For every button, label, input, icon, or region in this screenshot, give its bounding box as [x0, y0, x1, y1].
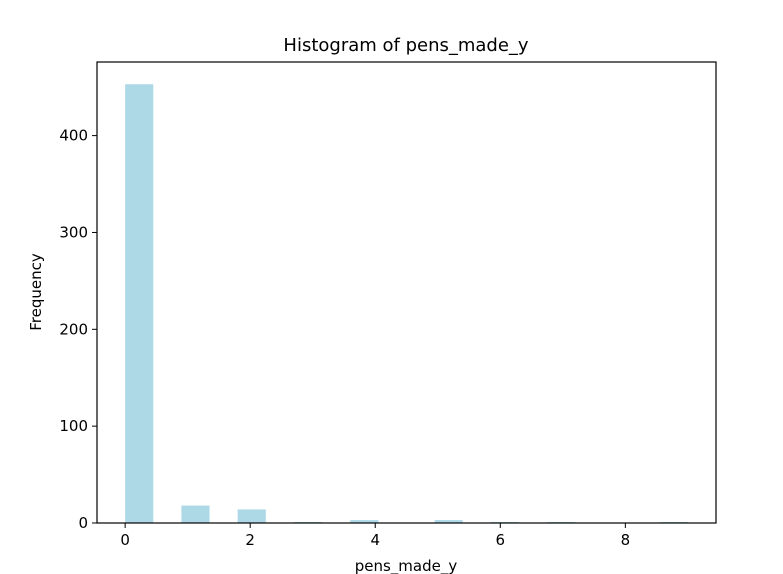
y-tick-label: 100: [59, 417, 88, 435]
histogram-bar: [125, 84, 154, 523]
y-tick-label: 0: [78, 514, 88, 532]
y-axis-ticks: 0 100 200 300 400: [59, 127, 97, 532]
y-axis-label: Frequency: [27, 253, 45, 331]
x-tick-label: 8: [621, 531, 631, 549]
bars-group: [125, 84, 688, 523]
histogram-bar: [350, 520, 379, 523]
plot-frame: [96, 61, 717, 524]
histogram-bar: [237, 509, 266, 523]
y-tick-label: 300: [59, 223, 88, 241]
chart-title: Histogram of pens_made_y: [283, 35, 529, 56]
x-axis-ticks: 0 2 4 6 8: [120, 523, 630, 549]
x-tick-label: 4: [370, 531, 380, 549]
histogram-bar: [434, 520, 463, 523]
x-tick-label: 2: [245, 531, 255, 549]
y-tick-label: 200: [59, 320, 88, 338]
y-tick-label: 400: [59, 127, 88, 145]
x-axis-label: pens_made_y: [355, 557, 458, 574]
x-tick-label: 0: [120, 531, 130, 549]
x-tick-label: 6: [496, 531, 506, 549]
histogram-bar: [181, 505, 210, 523]
